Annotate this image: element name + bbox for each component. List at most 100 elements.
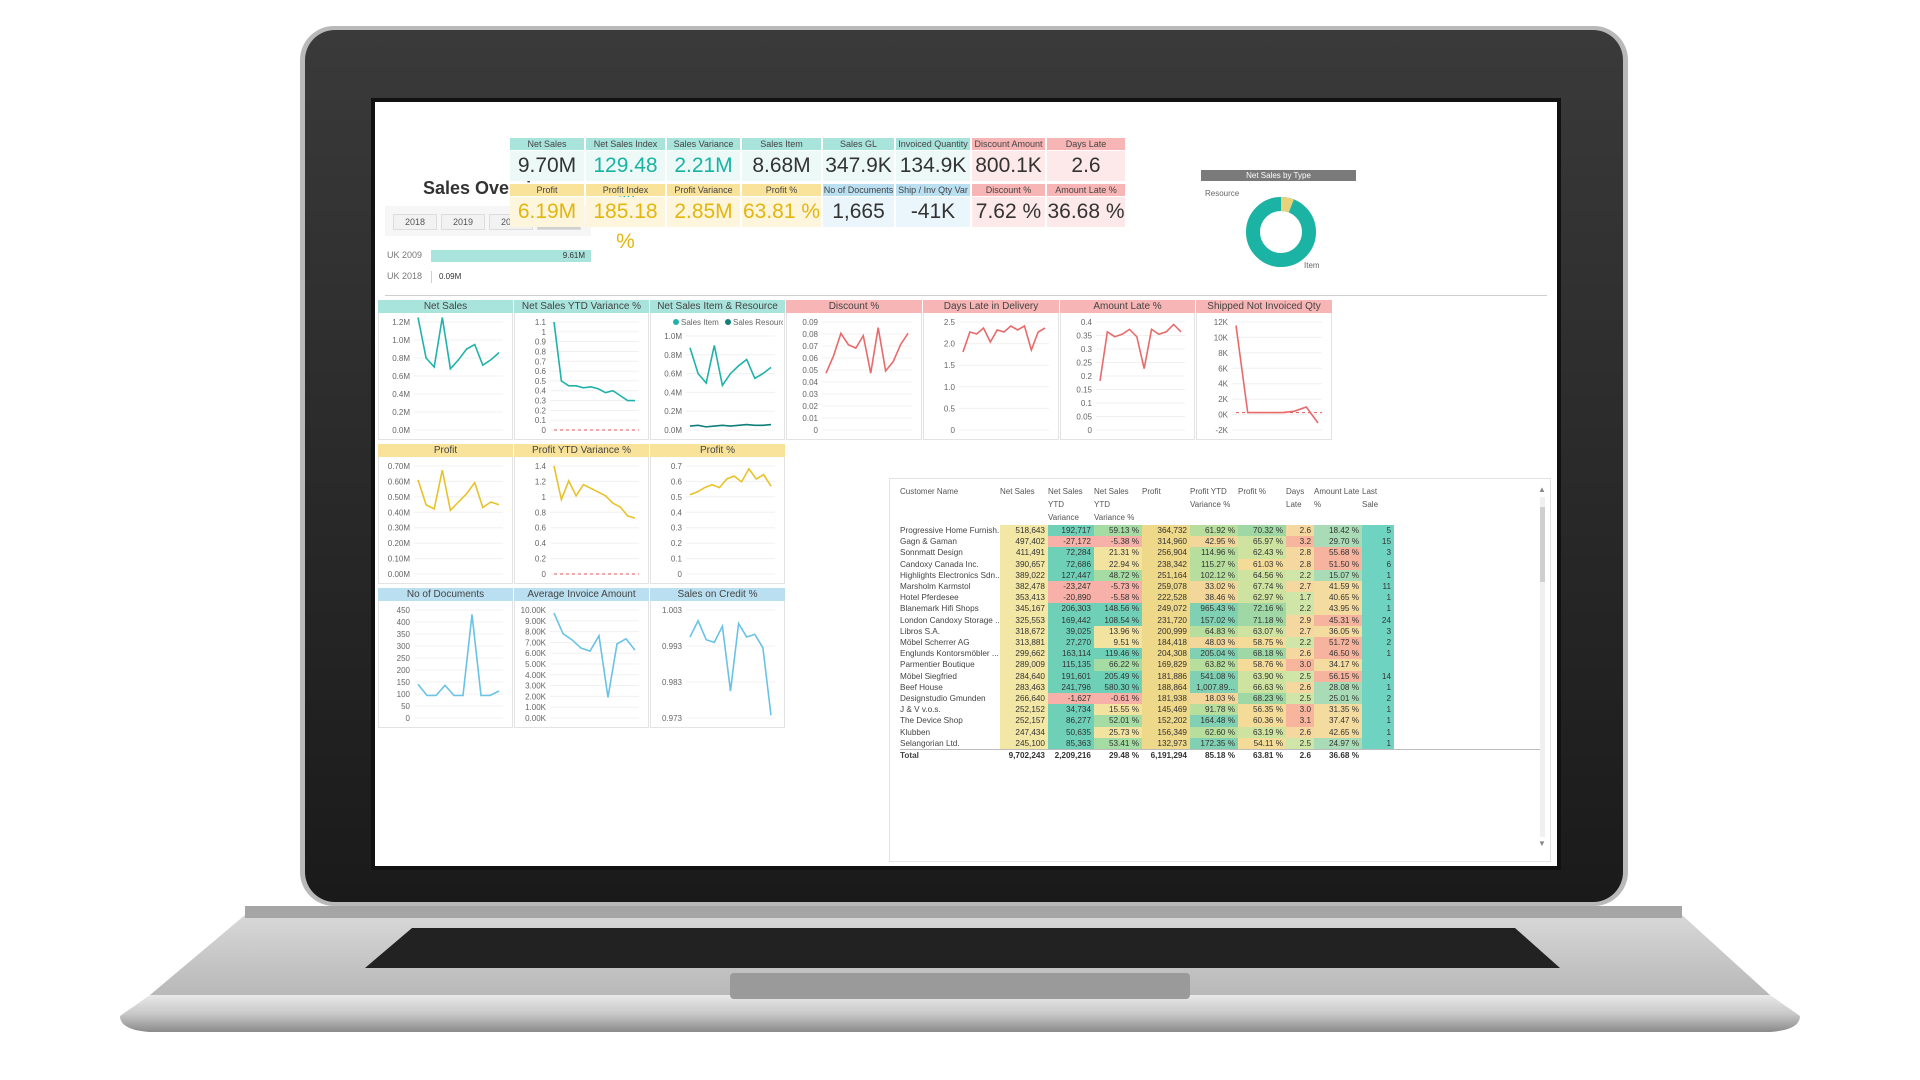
table-cell: 14 <box>1362 670 1394 682</box>
customer-name-cell[interactable]: The Device Shop <box>900 716 963 726</box>
kpi-value: 2.6 <box>1047 151 1125 181</box>
customer-name-cell[interactable]: Progressive Home Furnish... <box>900 526 1000 535</box>
table-scrollbar[interactable] <box>1540 497 1545 837</box>
customer-name-cell[interactable]: London Candoxy Storage ... <box>900 615 1000 625</box>
scroll-up-icon[interactable]: ▲ <box>1538 485 1546 494</box>
table-cell: 3.2 <box>1286 536 1314 548</box>
total-cell: 85.18 % <box>1204 751 1235 760</box>
y-tick-label: 0.0M <box>392 426 410 435</box>
customer-name-cell[interactable]: Marsholm Karmstol <box>900 582 971 591</box>
customer-name-cell[interactable]: J & V v.o.s. <box>900 705 941 715</box>
column-header[interactable]: Profit % <box>1238 487 1267 496</box>
series-line <box>689 345 772 388</box>
table-cell: 42.65 % <box>1314 726 1362 738</box>
y-tick-label: 0.1 <box>1081 399 1093 408</box>
table-cell: 163,114 <box>1048 648 1094 660</box>
customer-name-cell[interactable]: Highlights Electronics Sdn... <box>900 570 1000 580</box>
y-tick-label: 450 <box>397 606 411 615</box>
year-button-2019[interactable]: 2019 <box>441 214 485 230</box>
total-cell: 2.6 <box>1299 751 1311 760</box>
table-cell: 13.96 % <box>1094 625 1142 637</box>
kpi-value: 63.81 % <box>742 197 821 227</box>
kpi-label: Sales GL <box>823 138 894 150</box>
table-cell: 11 <box>1362 581 1394 593</box>
y-tick-label: 0.00K <box>525 714 547 723</box>
table-cell: 164.48 % <box>1190 715 1238 727</box>
column-header[interactable]: Last Sale <box>1362 487 1379 509</box>
customer-name-cell[interactable]: Beef House <box>900 682 943 692</box>
year-button-2018[interactable]: 2018 <box>393 214 437 230</box>
customer-name-cell[interactable]: Candoxy Canada Inc. <box>900 559 979 569</box>
kpi-value: 800.1K <box>972 151 1045 181</box>
y-tick-label: 350 <box>397 630 411 639</box>
column-header[interactable]: Amount Late % <box>1314 487 1360 509</box>
y-tick-label: 0.1 <box>671 555 683 564</box>
series-line <box>689 467 772 496</box>
customer-name-cell[interactable]: Designstudio Gmunden <box>900 694 986 703</box>
table-cell: 67.74 % <box>1238 581 1286 593</box>
scroll-down-icon[interactable]: ▼ <box>1538 839 1546 848</box>
table-cell: 3.0 <box>1286 659 1314 671</box>
y-tick-label: 0.4 <box>535 387 547 396</box>
customer-name-cell[interactable]: Parmentier Boutique <box>900 660 975 670</box>
column-header[interactable]: Profit YTD Variance % <box>1190 487 1231 509</box>
y-tick-label: 0.60M <box>388 477 411 486</box>
table-cell: -5.38 % <box>1094 536 1142 548</box>
table-cell: 61.92 % <box>1190 525 1238 537</box>
y-tick-label: 200 <box>397 666 411 675</box>
y-tick-label: 300 <box>397 642 411 651</box>
table-cell: 40.65 % <box>1314 592 1362 604</box>
table-cell: 62.60 % <box>1190 726 1238 738</box>
customer-name-cell[interactable]: Sonnmatt Design <box>900 548 963 558</box>
series-line <box>417 614 500 697</box>
chart-title: Net Sales <box>378 300 513 313</box>
y-tick-label: 100 <box>397 690 411 699</box>
series-line-resource <box>689 423 772 428</box>
column-header[interactable]: Profit <box>1142 487 1161 496</box>
chart-title: Profit <box>378 444 513 457</box>
y-tick-label: 6K <box>1218 364 1228 373</box>
column-header[interactable]: Customer Name <box>900 487 959 496</box>
kpi-label: Sales Variance <box>667 138 740 150</box>
customer-name-cell[interactable]: Möbel Scherrer AG <box>900 638 970 647</box>
table-cell: 71.18 % <box>1238 614 1286 626</box>
y-tick-label: 0.03 <box>802 390 818 399</box>
column-header[interactable]: Net Sales YTD Variance <box>1048 487 1083 522</box>
y-tick-label: 0.7 <box>671 462 683 471</box>
customer-name-cell[interactable]: Libros S.A. <box>900 626 941 636</box>
customer-name-cell[interactable]: Möbel Siegfried <box>900 671 957 681</box>
table-cell: 62.43 % <box>1238 547 1286 559</box>
customer-name-cell[interactable]: Englunds Kontorsmöbler ... <box>900 649 999 659</box>
table-cell: 200,999 <box>1142 625 1190 637</box>
chart-plot: 1.2M 1.0M 0.8M 0.6M 0.4M 0.2M 0.0M <box>392 317 503 435</box>
chart-plot: 1.0M 0.8M 0.6M 0.4M 0.2M 0.0M Sales Item Sales … <box>664 318 783 435</box>
table-cell: 1,007.89... <box>1190 681 1238 693</box>
column-header[interactable]: Net Sales <box>1000 487 1035 496</box>
column-header[interactable]: Net Sales YTD Variance % <box>1094 487 1135 522</box>
customer-name-cell[interactable]: Hotel Pferdesee <box>900 593 959 603</box>
scrollbar-thumb[interactable] <box>1540 507 1545 582</box>
series-line <box>553 612 636 698</box>
kpi-label: Profit Index <box>586 184 665 196</box>
chart-title: Discount % <box>786 300 922 313</box>
table-cell: 63.90 % <box>1238 670 1286 682</box>
customer-name-cell[interactable]: Selangorian Ltd. <box>900 738 960 748</box>
y-tick-label: 0.4 <box>535 539 547 548</box>
table-cell: 115,135 <box>1048 659 1094 671</box>
series-line <box>825 327 909 374</box>
customer-name-cell[interactable]: Blanemark Hifi Shops <box>900 604 979 614</box>
total-cell: 2,209,216 <box>1054 751 1091 760</box>
customer-name-cell[interactable]: Gagn & Gaman <box>900 537 957 547</box>
table-cell: 54.11 % <box>1238 737 1286 749</box>
customer-name-cell[interactable]: Klubben <box>900 727 931 737</box>
chart-title: No of Documents <box>378 588 513 601</box>
table-cell: 114.96 % <box>1190 547 1238 559</box>
table-cell: 102.12 % <box>1190 569 1238 581</box>
column-header[interactable]: Days Late <box>1286 487 1305 509</box>
chart-plot: 0.70M 0.60M 0.50M 0.40M 0.30M 0.20M 0.10M 0.00M <box>388 462 503 579</box>
y-tick-label: 0.2M <box>664 407 682 416</box>
table-cell: 63.19 % <box>1238 726 1286 738</box>
table-cell: 411,491 <box>1000 547 1048 559</box>
table-cell: 72,284 <box>1048 547 1094 559</box>
